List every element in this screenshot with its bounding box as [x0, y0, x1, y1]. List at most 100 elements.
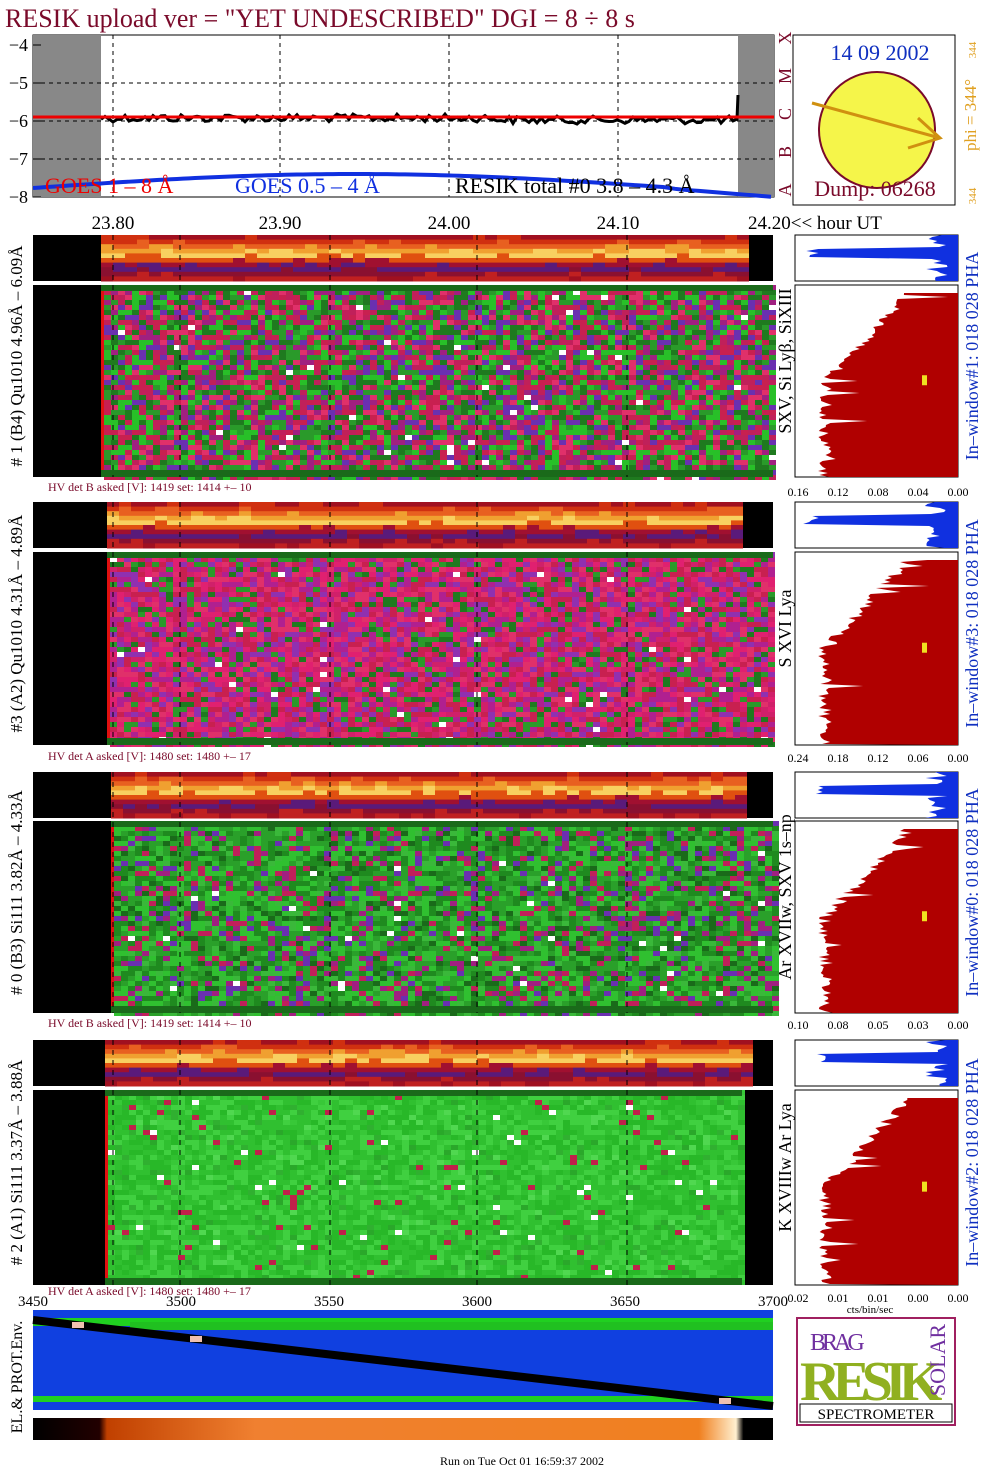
strip-cell	[101, 235, 113, 241]
map-cell	[699, 430, 706, 435]
map-cell	[447, 370, 454, 375]
map-cell	[454, 345, 461, 350]
strip-cell	[407, 538, 419, 544]
map-cell	[496, 310, 503, 315]
map-cell	[545, 375, 552, 380]
map-cell	[468, 460, 475, 465]
map-cell	[587, 445, 594, 450]
strip-cell	[497, 244, 509, 250]
strip-cell	[695, 502, 707, 508]
map-cell	[258, 430, 265, 435]
map-cell	[377, 335, 384, 340]
map-cell	[475, 385, 482, 390]
strip-cell	[551, 534, 563, 540]
map-cell	[104, 420, 111, 425]
strip-cell	[209, 258, 221, 264]
map-cell	[692, 325, 699, 330]
map-cell	[433, 430, 440, 435]
map-cell	[601, 385, 608, 390]
map-cell	[643, 375, 650, 380]
strip-cell	[563, 515, 575, 521]
map-cell	[594, 315, 601, 320]
map-cell	[720, 450, 727, 455]
strip-cell	[215, 511, 227, 517]
map-cell	[349, 455, 356, 460]
map-cell	[356, 300, 363, 305]
strip-cell	[299, 515, 311, 521]
map-cell	[685, 440, 692, 445]
map-cell	[426, 340, 433, 345]
strip-cell	[329, 262, 341, 268]
map-cell	[160, 410, 167, 415]
strip-cell	[713, 248, 725, 254]
strip-cell	[599, 525, 611, 531]
map-cell	[286, 365, 293, 370]
map-cell	[552, 300, 559, 305]
strip-cell	[539, 538, 551, 544]
map-cell	[342, 420, 349, 425]
map-cell	[342, 330, 349, 335]
map-cell	[643, 455, 650, 460]
map-cell	[580, 305, 587, 310]
map-cell	[468, 305, 475, 310]
map-cell	[538, 445, 545, 450]
map-cell	[720, 385, 727, 390]
map-cell	[384, 420, 391, 425]
map-cell	[517, 425, 524, 430]
map-cell	[377, 405, 384, 410]
strip-cell	[179, 511, 191, 517]
map-cell	[104, 475, 111, 480]
map-cell	[699, 465, 706, 470]
strip-cell	[491, 534, 503, 540]
strip-cell	[311, 511, 323, 517]
map-cell	[440, 330, 447, 335]
map-cell	[629, 395, 636, 400]
strip-cell	[245, 253, 257, 259]
strip-cell	[323, 525, 335, 531]
strip-cell	[401, 244, 413, 250]
strip-cell	[197, 258, 209, 264]
map-cell	[601, 295, 608, 300]
strip-cell	[563, 529, 575, 535]
map-cell	[748, 350, 755, 355]
map-cell	[447, 345, 454, 350]
strip-cell	[485, 235, 497, 241]
map-cell	[209, 465, 216, 470]
map-cell	[594, 375, 601, 380]
map-cell	[293, 325, 300, 330]
map-cell	[314, 475, 321, 480]
map-cell	[615, 410, 622, 415]
strip-cell	[227, 543, 239, 549]
map-cell	[286, 350, 293, 355]
strip-cell	[311, 506, 323, 512]
strip-cell	[629, 258, 641, 264]
strip-cell	[485, 239, 497, 245]
map-cell	[685, 395, 692, 400]
map-cell	[377, 425, 384, 430]
map-cell	[349, 390, 356, 395]
map-cell	[384, 430, 391, 435]
map-cell	[216, 395, 223, 400]
map-cell	[503, 375, 510, 380]
strip-cell	[437, 248, 449, 254]
map-cell	[510, 395, 517, 400]
map-cell	[300, 360, 307, 365]
strip-cell	[431, 511, 443, 517]
map-cell	[349, 330, 356, 335]
map-cell	[370, 300, 377, 305]
map-cell	[524, 370, 531, 375]
strip-cell	[461, 253, 473, 259]
map-cell	[237, 345, 244, 350]
map-cell	[335, 320, 342, 325]
map-cell	[594, 370, 601, 375]
map-cell	[251, 380, 258, 385]
map-cell	[475, 315, 482, 320]
strip-cell	[599, 534, 611, 540]
map-cell	[440, 435, 447, 440]
map-cell	[202, 390, 209, 395]
map-cell	[461, 445, 468, 450]
map-cell	[419, 310, 426, 315]
strip-cell	[281, 253, 293, 259]
strip-cell	[605, 239, 617, 245]
map-cell	[272, 300, 279, 305]
